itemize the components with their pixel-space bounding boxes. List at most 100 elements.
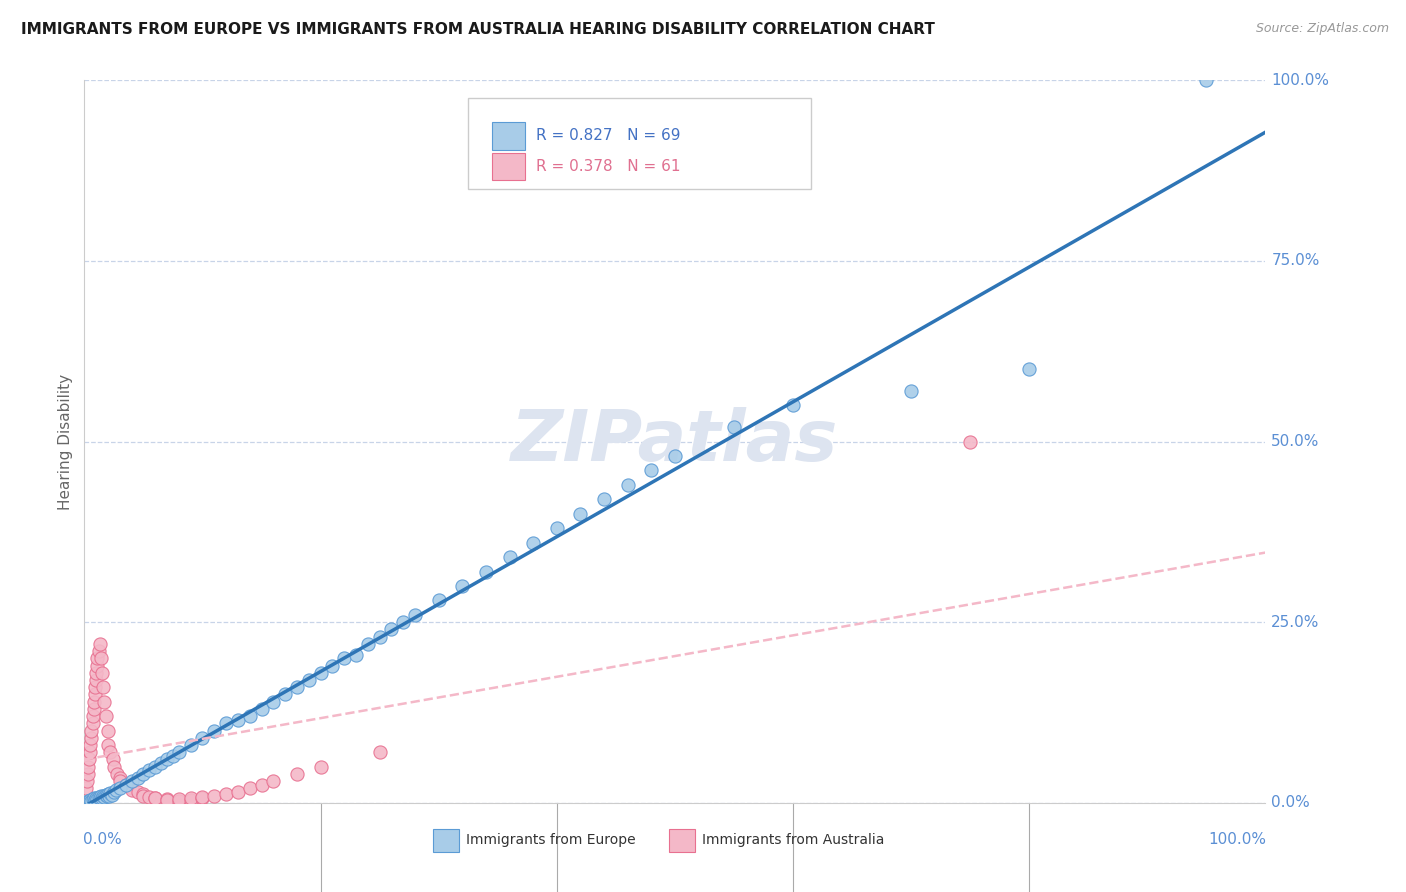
Point	[239, 709, 262, 723]
Point	[215, 716, 238, 731]
Point	[84, 673, 107, 687]
Point	[121, 774, 143, 789]
Point	[76, 774, 98, 789]
Point	[191, 731, 214, 745]
Point	[298, 673, 321, 687]
Point	[285, 680, 308, 694]
Text: IMMIGRANTS FROM EUROPE VS IMMIGRANTS FROM AUSTRALIA HEARING DISABILITY CORRELATI: IMMIGRANTS FROM EUROPE VS IMMIGRANTS FRO…	[21, 22, 935, 37]
Point	[782, 398, 804, 412]
Point	[162, 748, 184, 763]
Point	[103, 760, 125, 774]
FancyBboxPatch shape	[433, 829, 458, 852]
Text: 0.0%: 0.0%	[1271, 796, 1310, 810]
Point	[427, 593, 450, 607]
Text: 100.0%: 100.0%	[1271, 73, 1329, 87]
Point	[114, 778, 136, 792]
Point	[84, 687, 107, 701]
Point	[380, 623, 402, 637]
Point	[127, 785, 149, 799]
Point	[215, 787, 238, 801]
Point	[93, 695, 115, 709]
Point	[546, 521, 568, 535]
Point	[959, 434, 981, 449]
Point	[309, 760, 332, 774]
Point	[79, 738, 101, 752]
Point	[156, 793, 179, 807]
Point	[77, 767, 100, 781]
Point	[98, 745, 121, 759]
Point	[191, 790, 214, 805]
Point	[84, 790, 107, 805]
Text: ZIPatlas: ZIPatlas	[512, 407, 838, 476]
Point	[664, 449, 686, 463]
Point	[114, 778, 136, 792]
Point	[723, 420, 745, 434]
Point	[79, 793, 101, 807]
Text: Source: ZipAtlas.com: Source: ZipAtlas.com	[1256, 22, 1389, 36]
Point	[77, 794, 100, 808]
Point	[82, 716, 104, 731]
Point	[167, 792, 190, 806]
Text: 25.0%: 25.0%	[1271, 615, 1320, 630]
Point	[150, 756, 173, 770]
Text: Immigrants from Australia: Immigrants from Australia	[702, 833, 884, 847]
Point	[202, 789, 225, 803]
Point	[392, 615, 415, 630]
Text: R = 0.378   N = 61: R = 0.378 N = 61	[536, 159, 681, 174]
Point	[86, 792, 108, 806]
Point	[321, 658, 343, 673]
Point	[103, 785, 125, 799]
Point	[87, 790, 110, 805]
Point	[368, 630, 391, 644]
Point	[97, 738, 120, 752]
Point	[93, 790, 115, 805]
Point	[191, 790, 214, 805]
Point	[138, 790, 160, 805]
Point	[86, 658, 108, 673]
Point	[75, 781, 97, 796]
Point	[1195, 73, 1218, 87]
Point	[202, 723, 225, 738]
Point	[121, 782, 143, 797]
Point	[90, 651, 112, 665]
Point	[80, 731, 103, 745]
Point	[83, 695, 105, 709]
Point	[132, 767, 155, 781]
Point	[357, 637, 380, 651]
Point	[77, 752, 100, 766]
Point	[143, 760, 166, 774]
Point	[84, 793, 107, 807]
Point	[143, 791, 166, 805]
Point	[91, 789, 114, 803]
Text: 50.0%: 50.0%	[1271, 434, 1320, 449]
Point	[91, 790, 114, 805]
Point	[156, 792, 179, 806]
Point	[498, 550, 520, 565]
Point	[108, 771, 131, 785]
Point	[127, 771, 149, 785]
Point	[143, 790, 166, 805]
Text: 0.0%: 0.0%	[83, 831, 122, 847]
Point	[79, 745, 101, 759]
Point	[569, 507, 592, 521]
Point	[97, 787, 120, 801]
Point	[90, 789, 112, 804]
Point	[84, 665, 107, 680]
Point	[132, 787, 155, 801]
Point	[87, 644, 110, 658]
Point	[94, 788, 117, 802]
Point	[274, 687, 297, 701]
Text: Immigrants from Europe: Immigrants from Europe	[465, 833, 636, 847]
Point	[226, 785, 249, 799]
Point	[77, 760, 100, 774]
Point	[105, 782, 128, 797]
Point	[98, 786, 121, 800]
Point	[226, 713, 249, 727]
Point	[121, 781, 143, 796]
Point	[91, 680, 114, 694]
Point	[180, 791, 202, 805]
Point	[640, 463, 662, 477]
Point	[309, 665, 332, 680]
Point	[82, 709, 104, 723]
Point	[96, 789, 118, 804]
